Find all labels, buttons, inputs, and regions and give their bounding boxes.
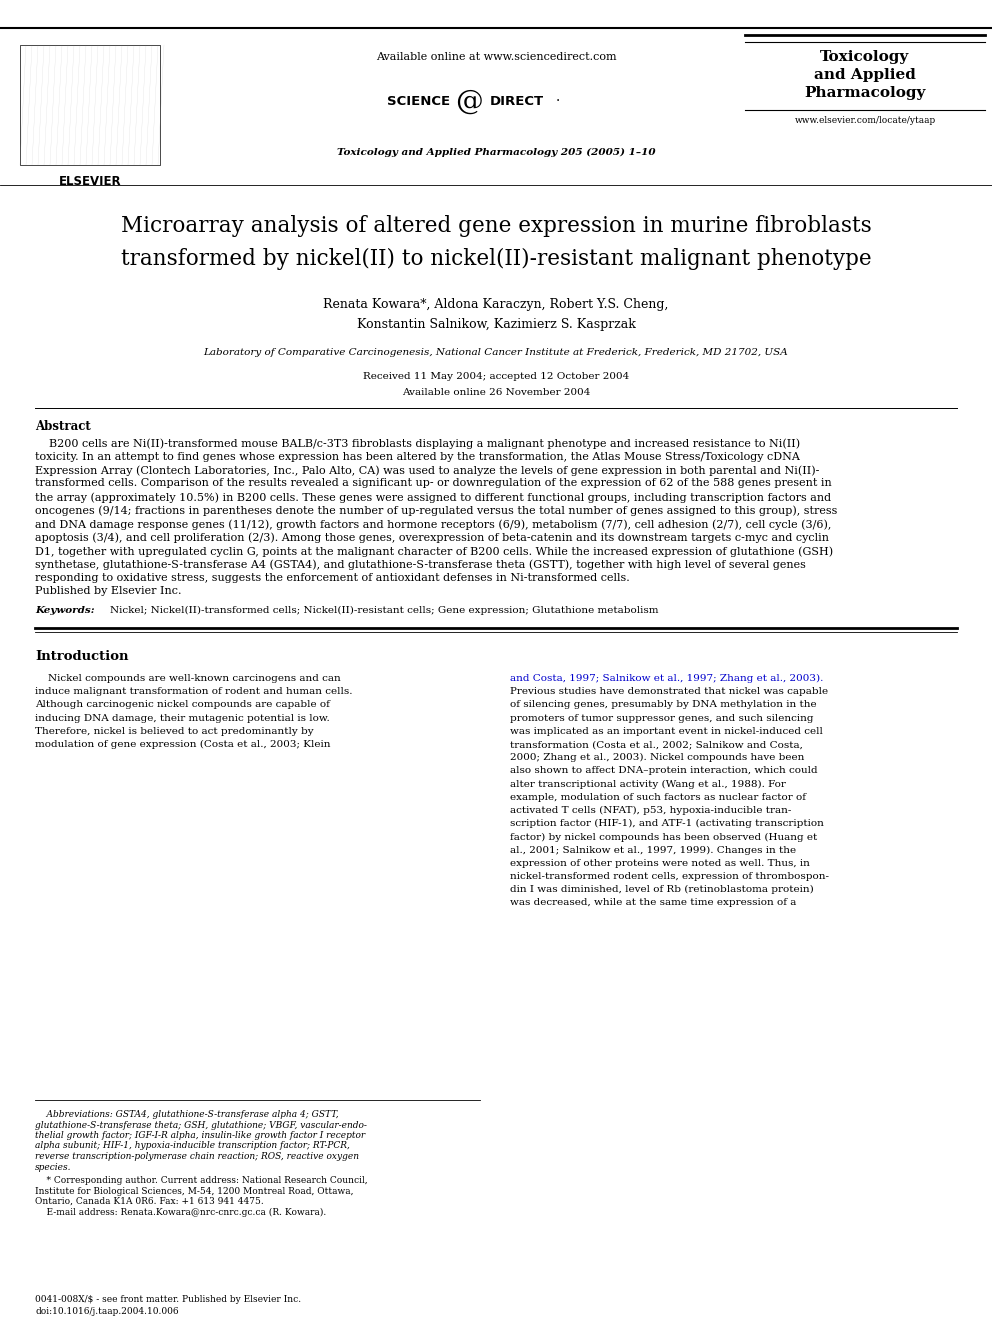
Text: promoters of tumor suppressor genes, and such silencing: promoters of tumor suppressor genes, and… — [510, 713, 813, 722]
Text: Abstract: Abstract — [35, 419, 90, 433]
Text: and Costa, 1997; Salnikow et al., 1997; Zhang et al., 2003).: and Costa, 1997; Salnikow et al., 1997; … — [510, 673, 823, 683]
Text: Ontario, Canada K1A 0R6. Fax: +1 613 941 4475.: Ontario, Canada K1A 0R6. Fax: +1 613 941… — [35, 1197, 264, 1207]
Text: 2000; Zhang et al., 2003). Nickel compounds have been: 2000; Zhang et al., 2003). Nickel compou… — [510, 753, 805, 762]
Text: the array (approximately 10.5%) in B200 cells. These genes were assigned to diff: the array (approximately 10.5%) in B200 … — [35, 492, 831, 503]
Text: Nickel; Nickel(II)-transformed cells; Nickel(II)-resistant cells; Gene expressio: Nickel; Nickel(II)-transformed cells; Ni… — [110, 606, 659, 615]
Text: Expression Array (Clontech Laboratories, Inc., Palo Alto, CA) was used to analyz: Expression Array (Clontech Laboratories,… — [35, 464, 819, 475]
Text: was decreased, while at the same time expression of a: was decreased, while at the same time ex… — [510, 898, 797, 908]
Text: glutathione-S-transferase theta; GSH, glutathione; VBGF, vascular-endo-: glutathione-S-transferase theta; GSH, gl… — [35, 1121, 367, 1130]
Text: Renata Kowara*, Aldona Karaczyn, Robert Y.S. Cheng,: Renata Kowara*, Aldona Karaczyn, Robert … — [323, 298, 669, 311]
Text: 0041-008X/$ - see front matter. Published by Elsevier Inc.: 0041-008X/$ - see front matter. Publishe… — [35, 1295, 302, 1304]
Text: Available online at www.sciencedirect.com: Available online at www.sciencedirect.co… — [376, 52, 616, 62]
Text: Published by Elsevier Inc.: Published by Elsevier Inc. — [35, 586, 182, 597]
Text: oncogenes (9/14; fractions in parentheses denote the number of up-regulated vers: oncogenes (9/14; fractions in parenthese… — [35, 505, 837, 516]
Text: www.elsevier.com/locate/ytaap: www.elsevier.com/locate/ytaap — [795, 116, 935, 124]
Text: @: @ — [455, 89, 483, 115]
Text: al., 2001; Salnikow et al., 1997, 1999). Changes in the: al., 2001; Salnikow et al., 1997, 1999).… — [510, 845, 797, 855]
Text: activated T cells (NFAT), p53, hypoxia-inducible tran-: activated T cells (NFAT), p53, hypoxia-i… — [510, 806, 792, 815]
Text: inducing DNA damage, their mutagenic potential is low.: inducing DNA damage, their mutagenic pot… — [35, 713, 329, 722]
Text: thelial growth factor; IGF-I-R alpha, insulin-like growth factor I receptor: thelial growth factor; IGF-I-R alpha, in… — [35, 1131, 365, 1140]
Text: D1, together with upregulated cyclin G, points at the malignant character of B20: D1, together with upregulated cyclin G, … — [35, 546, 833, 557]
Text: Introduction: Introduction — [35, 650, 129, 663]
Text: Toxicology: Toxicology — [820, 50, 910, 64]
Text: expression of other proteins were noted as well. Thus, in: expression of other proteins were noted … — [510, 859, 809, 868]
Text: SCIENCE: SCIENCE — [387, 95, 450, 108]
Text: induce malignant transformation of rodent and human cells.: induce malignant transformation of roden… — [35, 687, 352, 696]
Text: DIRECT: DIRECT — [490, 95, 545, 108]
Text: nickel-transformed rodent cells, expression of thrombospon-: nickel-transformed rodent cells, express… — [510, 872, 829, 881]
Text: scription factor (HIF-1), and ATF-1 (activating transcription: scription factor (HIF-1), and ATF-1 (act… — [510, 819, 824, 828]
Text: ·: · — [556, 94, 560, 108]
Text: ELSEVIER: ELSEVIER — [59, 175, 121, 188]
Text: Toxicology and Applied Pharmacology 205 (2005) 1–10: Toxicology and Applied Pharmacology 205 … — [336, 148, 656, 157]
Text: transformed by nickel(II) to nickel(II)-resistant malignant phenotype: transformed by nickel(II) to nickel(II)-… — [121, 247, 871, 270]
Text: toxicity. In an attempt to find genes whose expression has been altered by the t: toxicity. In an attempt to find genes wh… — [35, 451, 800, 462]
Text: and Applied: and Applied — [814, 67, 916, 82]
Text: Laboratory of Comparative Carcinogenesis, National Cancer Institute at Frederick: Laboratory of Comparative Carcinogenesis… — [203, 348, 789, 357]
Text: synthetase, glutathione-S-transferase A4 (GSTA4), and glutathione-S-transferase : synthetase, glutathione-S-transferase A4… — [35, 560, 806, 570]
Text: and DNA damage response genes (11/12), growth factors and hormone receptors (6/9: and DNA damage response genes (11/12), g… — [35, 519, 831, 529]
Text: reverse transcription-polymerase chain reaction; ROS, reactive oxygen: reverse transcription-polymerase chain r… — [35, 1152, 359, 1162]
Text: species.: species. — [35, 1163, 71, 1171]
Text: of silencing genes, presumably by DNA methylation in the: of silencing genes, presumably by DNA me… — [510, 700, 816, 709]
Text: Abbreviations: GSTA4, glutathione-S-transferase alpha 4; GSTT,: Abbreviations: GSTA4, glutathione-S-tran… — [35, 1110, 338, 1119]
Text: Although carcinogenic nickel compounds are capable of: Although carcinogenic nickel compounds a… — [35, 700, 330, 709]
Text: Institute for Biological Sciences, M-54, 1200 Montreal Road, Ottawa,: Institute for Biological Sciences, M-54,… — [35, 1187, 353, 1196]
Text: Keywords:: Keywords: — [35, 606, 98, 615]
Text: Konstantin Salnikow, Kazimierz S. Kasprzak: Konstantin Salnikow, Kazimierz S. Kasprz… — [356, 318, 636, 331]
Text: alpha subunit; HIF-1, hypoxia-inducible transcription factor; RT-PCR,: alpha subunit; HIF-1, hypoxia-inducible … — [35, 1142, 350, 1151]
Text: modulation of gene expression (Costa et al., 2003; Klein: modulation of gene expression (Costa et … — [35, 740, 330, 749]
Text: Microarray analysis of altered gene expression in murine fibroblasts: Microarray analysis of altered gene expr… — [121, 216, 871, 237]
Text: Therefore, nickel is believed to act predominantly by: Therefore, nickel is believed to act pre… — [35, 726, 313, 736]
Text: E-mail address: Renata.Kowara@nrc-cnrc.gc.ca (R. Kowara).: E-mail address: Renata.Kowara@nrc-cnrc.g… — [35, 1208, 326, 1217]
Text: transformation (Costa et al., 2002; Salnikow and Costa,: transformation (Costa et al., 2002; Saln… — [510, 740, 803, 749]
Text: transformed cells. Comparison of the results revealed a significant up- or downr: transformed cells. Comparison of the res… — [35, 479, 831, 488]
Text: responding to oxidative stress, suggests the enforcement of antioxidant defenses: responding to oxidative stress, suggests… — [35, 573, 630, 583]
Text: din I was diminished, level of Rb (retinoblastoma protein): din I was diminished, level of Rb (retin… — [510, 885, 813, 894]
Text: also shown to affect DNA–protein interaction, which could: also shown to affect DNA–protein interac… — [510, 766, 817, 775]
Text: factor) by nickel compounds has been observed (Huang et: factor) by nickel compounds has been obs… — [510, 832, 817, 841]
Text: was implicated as an important event in nickel-induced cell: was implicated as an important event in … — [510, 726, 823, 736]
Text: doi:10.1016/j.taap.2004.10.006: doi:10.1016/j.taap.2004.10.006 — [35, 1307, 179, 1316]
Bar — [20, 45, 160, 165]
Text: example, modulation of such factors as nuclear factor of: example, modulation of such factors as n… — [510, 792, 806, 802]
Text: alter transcriptional activity (Wang et al., 1988). For: alter transcriptional activity (Wang et … — [510, 779, 786, 789]
Text: Received 11 May 2004; accepted 12 October 2004: Received 11 May 2004; accepted 12 Octobe… — [363, 372, 629, 381]
Text: B200 cells are Ni(II)-transformed mouse BALB/c-3T3 fibroblasts displaying a mali: B200 cells are Ni(II)-transformed mouse … — [35, 438, 801, 448]
Text: Nickel compounds are well-known carcinogens and can: Nickel compounds are well-known carcinog… — [35, 673, 340, 683]
Text: Previous studies have demonstrated that nickel was capable: Previous studies have demonstrated that … — [510, 687, 828, 696]
Text: Available online 26 November 2004: Available online 26 November 2004 — [402, 388, 590, 397]
Text: * Corresponding author. Current address: National Research Council,: * Corresponding author. Current address:… — [35, 1176, 368, 1185]
Text: apoptosis (3/4), and cell proliferation (2/3). Among those genes, overexpression: apoptosis (3/4), and cell proliferation … — [35, 532, 829, 542]
Text: Pharmacology: Pharmacology — [805, 86, 926, 101]
